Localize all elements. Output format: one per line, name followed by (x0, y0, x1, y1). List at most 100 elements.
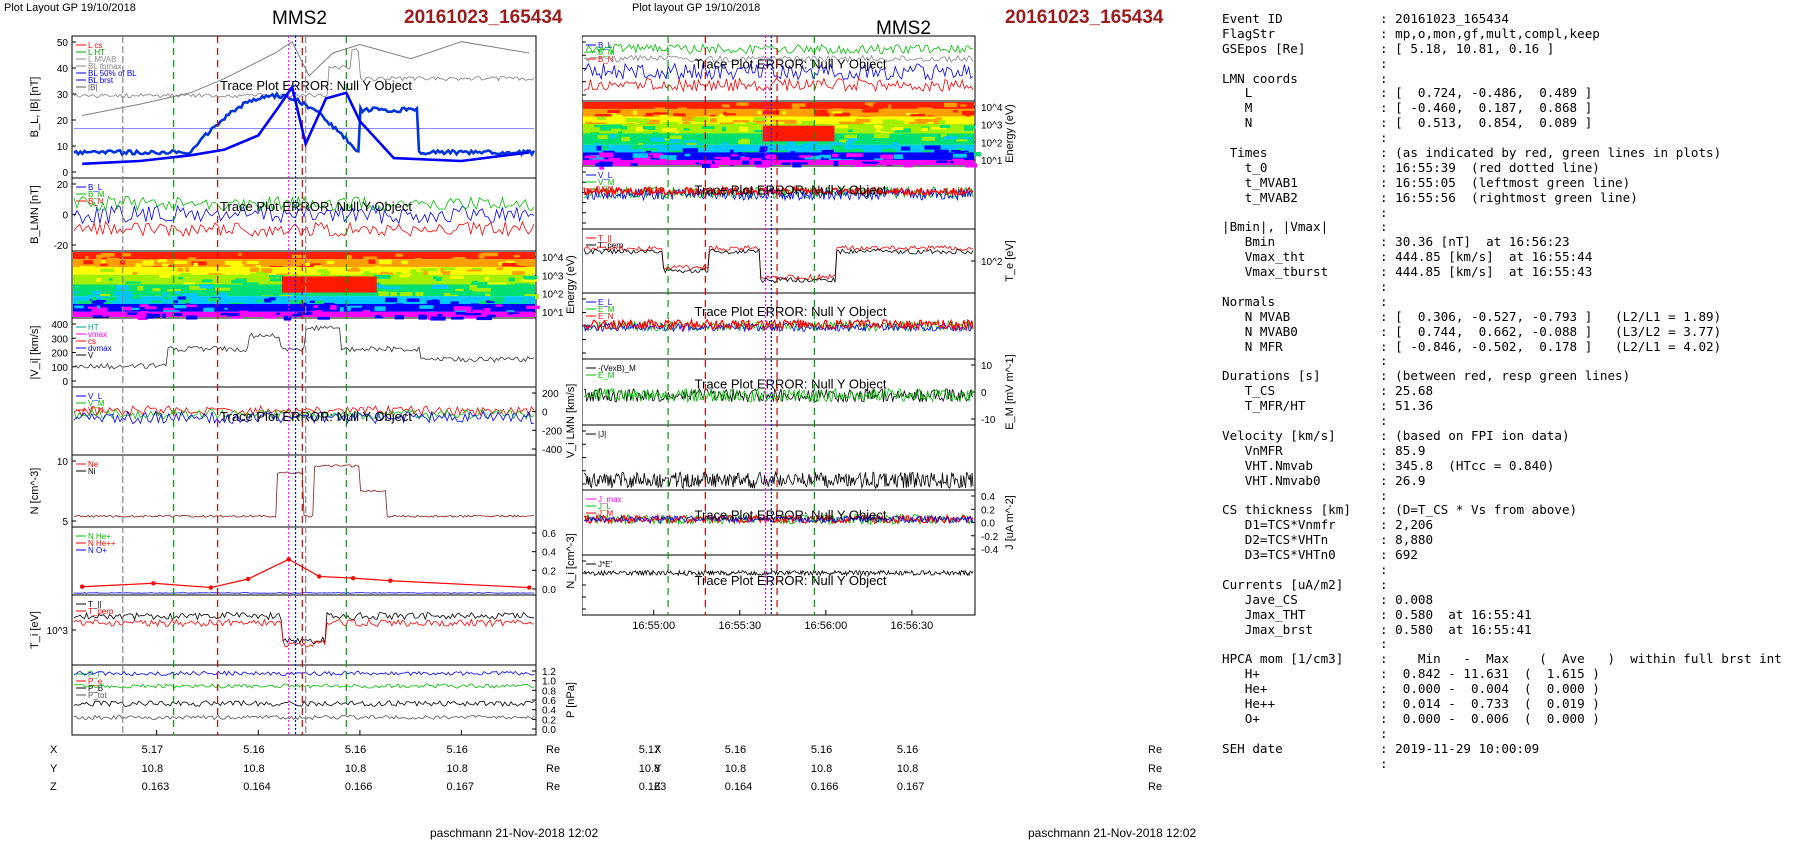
info-row: Jave_CS: 0.008 (1222, 591, 1782, 608)
info-key: CS thickness [km] (1222, 502, 1351, 518)
y-tick-label: 10^4 (981, 103, 1003, 114)
spectrogram-cell (944, 102, 957, 108)
spectrogram-cell (73, 291, 79, 294)
info-row: D1=TCS*Vnmfr: 2,206 (1222, 517, 1782, 533)
spectrogram-cell (710, 163, 719, 168)
info-key: Vmax_tht (1222, 249, 1306, 265)
spectrogram-cell (128, 307, 140, 311)
y-tick-label: -20 (54, 241, 69, 252)
ni-hplus-line (82, 558, 530, 589)
coord-unit: Re (1148, 781, 1163, 793)
info-key: Jave_CS (1222, 591, 1298, 607)
spectrogram-cell (924, 145, 941, 150)
spectrogram-cell (719, 114, 726, 118)
spectrogram-cell (242, 256, 254, 260)
spectrogram-cell (498, 261, 505, 266)
spectrogram-cell (754, 117, 767, 121)
info-key (1222, 354, 1380, 369)
spectrogram-cell (633, 110, 637, 115)
spectrogram-cell (953, 153, 967, 158)
y-tick-label: 300 (51, 334, 68, 345)
spectrogram-cell (831, 153, 839, 158)
spectrogram-cell (964, 125, 976, 129)
coord-value: 0.166 (810, 781, 839, 793)
spectrogram-cell (620, 126, 628, 130)
spectrogram-cell (485, 276, 489, 281)
info-value: : 0.000 - 0.006 ( 0.000 ) (1380, 710, 1600, 726)
spectrogram-cell (320, 270, 330, 276)
legend-label: J_max (598, 495, 622, 504)
coord-value: 5.17 (638, 744, 661, 756)
spectrogram-cell (313, 305, 318, 308)
info-row: Event ID: 20161023_165434 (1222, 11, 1782, 27)
spectrogram-cell (174, 291, 180, 295)
spectrogram-cell (745, 104, 751, 109)
spectrogram-cell (599, 152, 614, 158)
legend-label: J*E' (598, 560, 612, 569)
spectrogram-cell (432, 276, 438, 280)
legend-label: B_N (598, 55, 614, 64)
spectrogram-cell (101, 257, 109, 260)
legend-label: |J| (598, 430, 606, 439)
legend-label: J_M (598, 509, 613, 518)
y-tick-label: 10 (57, 457, 69, 468)
spectrogram-cell (921, 136, 936, 141)
spectrogram-cell (231, 279, 246, 284)
info-row: : (1222, 205, 1782, 221)
spectrogram-cell (844, 149, 853, 155)
info-key (1222, 727, 1380, 742)
info-row: LMN coords: (1222, 71, 1782, 87)
spectrogram-cell (184, 304, 197, 308)
spectrogram-cell (87, 306, 98, 309)
spectrogram-cell (374, 315, 384, 319)
spectrogram-cell (917, 102, 928, 105)
spectrogram-cell (910, 113, 926, 118)
spectrogram-cell (297, 312, 313, 315)
y-tick-label: 10^4 (542, 253, 564, 264)
spectrogram-cell (327, 254, 334, 259)
info-key: Velocity [km/s] (1222, 427, 1336, 443)
coord-unit: Re (1148, 744, 1163, 756)
ni-hplus-point (527, 585, 532, 590)
spectrogram-cell (908, 160, 924, 166)
spectrogram-cell (99, 293, 110, 298)
spectrogram-cell (234, 264, 244, 268)
info-row: N: [ 0.513, 0.854, 0.089 ] (1222, 115, 1782, 131)
spectrogram-cell (814, 109, 819, 115)
spectrogram-cell (669, 139, 680, 143)
spectrogram-cell (140, 316, 154, 319)
coord-value: 0.164 (724, 781, 753, 793)
coord-value: 0.166 (344, 781, 373, 793)
spectrogram-hot-region (762, 125, 835, 142)
legend-label: N O+ (88, 546, 107, 555)
spectrogram-cell (792, 104, 800, 109)
spectrogram-cell (722, 141, 727, 147)
ni-hplus-point (151, 581, 156, 586)
spectrogram-cell (215, 287, 231, 291)
legend-label: B_M (598, 48, 615, 57)
y-tick-label: 0.0 (542, 585, 556, 596)
info-row: D3=TCS*VHTn0: 692 (1222, 547, 1782, 563)
x-tick-label: 16:56:30 (890, 620, 933, 632)
spectrogram-cell (161, 263, 169, 267)
spectrogram-cell (742, 160, 750, 165)
spectrogram-cell (289, 299, 304, 304)
spectrogram-cell (375, 265, 381, 268)
spectrogram-cell (662, 128, 677, 133)
right-spacecraft-title: MMS2 (876, 18, 931, 39)
spectrogram-cell (383, 286, 400, 290)
y-tick-label: 0.2 (542, 566, 556, 577)
spectrogram-cell (412, 312, 418, 317)
spectrogram-cell (441, 254, 453, 259)
spectrogram-cell (710, 114, 716, 118)
info-value: : (1380, 561, 1388, 577)
info-value: : 444.85 [km/s] at 16:55:44 (1380, 249, 1593, 265)
spectrogram-cell (720, 157, 730, 161)
spectrogram-cell (935, 117, 942, 121)
spectrogram-cell (513, 255, 520, 258)
y-tick-label: 0 (62, 168, 68, 179)
spectrogram-cell (476, 316, 492, 321)
info-row: : (1222, 726, 1782, 742)
spectrogram-cell (255, 299, 264, 303)
spectrogram-cell (602, 146, 609, 150)
